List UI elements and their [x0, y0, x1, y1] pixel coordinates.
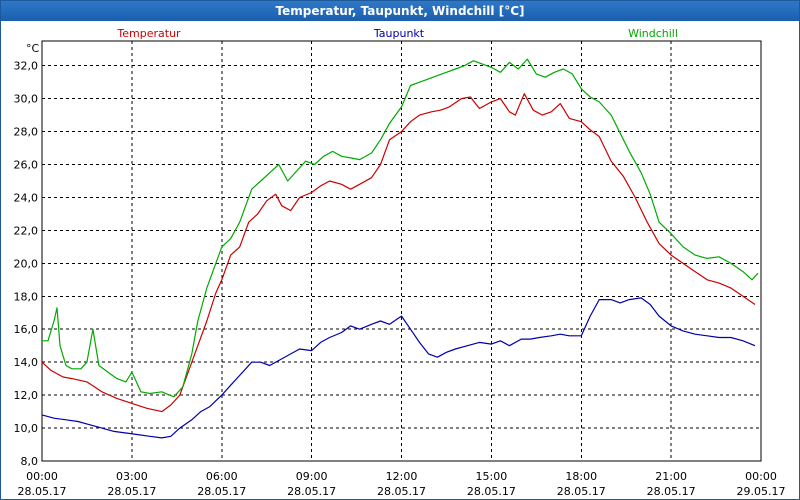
chart-title: Temperatur, Taupunkt, Windchill [°C] — [1, 1, 799, 21]
x-tick-time: 06:00 — [206, 470, 238, 483]
y-tick-label: 16,0 — [14, 323, 39, 336]
x-tick-date: 28.05.17 — [107, 485, 156, 498]
legend-windchill: Windchill — [628, 27, 678, 40]
y-axis-unit: °C — [26, 42, 40, 55]
x-tick-time: 21:00 — [655, 470, 687, 483]
y-axis: °C 8,0 10,0 12,0 14,0 16,0 18,0 20,0 22,0 24,0 26… — [14, 42, 40, 468]
y-tick-label: 28,0 — [14, 126, 39, 139]
x-tick-date: 28.05.17 — [467, 485, 516, 498]
y-tick-label: 12,0 — [14, 389, 39, 402]
x-tick-time: 00:00 — [26, 470, 58, 483]
legend-taupunkt: Taupunkt — [373, 27, 425, 40]
x-tick-date: 28.05.17 — [557, 485, 606, 498]
y-tick-label: 26,0 — [14, 159, 39, 172]
legend: Temperatur Taupunkt Windchill — [116, 27, 678, 40]
y-tick-label: 24,0 — [14, 191, 39, 204]
series-lines — [41, 58, 759, 439]
y-tick-label: 32,0 — [14, 60, 39, 73]
x-tick-date: 28.05.17 — [377, 485, 426, 498]
x-tick-time: 00:00 — [745, 470, 777, 483]
series-line-windchill — [42, 58, 759, 398]
x-tick-date: 28.05.17 — [197, 485, 246, 498]
x-tick-date: 29.05.17 — [737, 485, 786, 498]
y-tick-label: 10,0 — [14, 422, 39, 435]
x-tick-date: 28.05.17 — [18, 485, 67, 498]
x-tick-time: 15:00 — [476, 470, 508, 483]
grid-lines — [42, 41, 761, 461]
series-line-temperatur — [41, 93, 756, 413]
y-tick-label: 30,0 — [14, 93, 39, 106]
legend-temperatur: Temperatur — [116, 27, 181, 40]
y-tick-label: 22,0 — [14, 224, 39, 237]
x-tick-date: 28.05.17 — [647, 485, 696, 498]
series-line-taupunkt — [41, 297, 756, 439]
y-tick-label: 14,0 — [14, 356, 39, 369]
plot-border — [41, 40, 762, 462]
x-axis: 00:00 28.05.17 03:00 28.05.17 06:00 28.05.17 0… — [18, 470, 786, 498]
x-tick-time: 09:00 — [296, 470, 328, 483]
plot-frame — [41, 40, 762, 462]
y-tick-label: 18,0 — [14, 290, 39, 303]
y-tick-label: 20,0 — [14, 257, 39, 270]
x-tick-time: 12:00 — [386, 470, 418, 483]
x-tick-time: 18:00 — [565, 470, 597, 483]
x-tick-time: 03:00 — [116, 470, 148, 483]
y-tick-label: 8,0 — [21, 455, 39, 468]
x-tick-date: 28.05.17 — [287, 485, 336, 498]
